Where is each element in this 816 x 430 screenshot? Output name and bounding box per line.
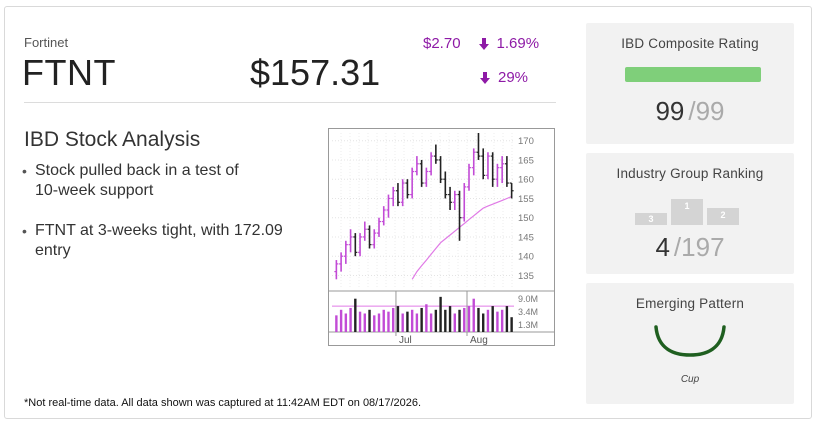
industry-rank-score: 4/197 — [586, 232, 794, 263]
price-tick-label: 135 — [518, 271, 534, 282]
volume-bar — [392, 307, 395, 332]
price-tick-label: 140 — [518, 252, 534, 263]
analysis-title: IBD Stock Analysis — [24, 128, 201, 151]
month-label: Aug — [470, 335, 488, 345]
volume-bar — [453, 313, 456, 332]
emerging-pattern-name: Cup — [680, 374, 700, 385]
volume-change-percent: 29% — [498, 69, 529, 86]
volume-bar — [425, 304, 428, 332]
volume-bar — [387, 311, 390, 332]
price-change-percent: 1.69% — [496, 35, 540, 52]
podium-third: 3 — [635, 213, 667, 225]
volume-bar — [373, 315, 376, 332]
volume-bar — [382, 309, 385, 332]
price-tick-label: 155 — [518, 194, 534, 205]
volume-tick-label: 9.0M — [518, 294, 538, 304]
composite-rating-bar — [625, 67, 761, 82]
volume-bar — [349, 307, 352, 332]
bullet-line: 10-week support — [35, 182, 154, 199]
ticker-symbol[interactable]: FTNT — [22, 52, 116, 93]
month-label: Jul — [399, 335, 412, 345]
bullet-line: FTNT at 3-weeks tight, with 172.09 — [35, 222, 283, 239]
arrow-down-icon — [480, 71, 490, 84]
composite-rating-max: /99 — [688, 96, 725, 126]
price-chart-svg: 170 165 160 155 150 145 140 135 9.0M 3.4M 1.3M Jul A… — [329, 133, 554, 345]
volume-bar — [472, 298, 475, 332]
volume-bar — [444, 309, 447, 332]
industry-ranking-panel: Industry Group Ranking 3 1 2 4/197 — [586, 153, 794, 274]
volume-bar — [363, 313, 366, 332]
volume-bar — [406, 311, 409, 332]
price-tick-label: 150 — [518, 213, 534, 224]
analysis-bullet: Stock pulled back in a test of 10-week s… — [22, 161, 312, 201]
volume-bar — [335, 315, 338, 332]
industry-rank-total: /197 — [673, 232, 725, 262]
bullet-line: entry — [35, 242, 71, 259]
volume-bar — [420, 307, 423, 332]
volume-bar — [396, 306, 400, 332]
analysis-bullets: Stock pulled back in a test of 10-week s… — [22, 161, 312, 281]
volume-bar — [500, 309, 504, 332]
price-change-amount: $2.70 — [423, 35, 461, 52]
price-tick-label: 165 — [518, 155, 534, 166]
volume-bar — [505, 306, 509, 332]
volume-change-row: 29% — [478, 69, 528, 86]
composite-rating-score: 99/99 — [586, 96, 794, 127]
volume-bar — [354, 298, 357, 332]
data-disclaimer: *Not real-time data. All data shown was … — [24, 397, 422, 409]
volume-bar — [429, 313, 433, 332]
volume-bar — [467, 306, 471, 332]
price-tick-label: 160 — [518, 175, 534, 186]
industry-rank-value: 4 — [655, 232, 670, 262]
volume-tick-label: 3.4M — [518, 307, 538, 317]
volume-bar — [448, 306, 452, 332]
company-name: Fortinet — [24, 35, 69, 50]
volume-bar — [458, 309, 461, 332]
cup-shape-icon — [654, 325, 726, 357]
podium-second: 2 — [707, 208, 739, 225]
price-tick-label: 170 — [518, 136, 534, 147]
composite-rating-title: IBD Composite Rating — [621, 36, 759, 51]
price-tick-label: 145 — [518, 232, 534, 243]
volume-bar — [510, 317, 513, 332]
volume-bar — [463, 307, 466, 332]
volume-bar — [486, 309, 490, 332]
volume-bar — [491, 306, 494, 332]
volume-bar — [410, 309, 414, 332]
emerging-pattern-title: Emerging Pattern — [635, 296, 745, 311]
industry-ranking-title: Industry Group Ranking — [616, 166, 764, 181]
price-chart[interactable]: 170 165 160 155 150 145 140 135 9.0M 3.4M 1.3M Jul A… — [328, 128, 555, 346]
composite-rating-panel: IBD Composite Rating 99/99 — [586, 23, 794, 144]
header-divider — [24, 102, 556, 103]
volume-bar — [439, 296, 442, 332]
volume-bar — [415, 313, 419, 332]
volume-bar — [358, 311, 362, 332]
stock-price: $157.31 — [250, 52, 381, 93]
volume-bar — [434, 309, 438, 332]
volume-tick-label: 1.3M — [518, 320, 538, 330]
volume-bar — [339, 309, 343, 332]
volume-bar — [344, 313, 348, 332]
podium-icon: 3 1 2 — [635, 199, 739, 225]
composite-rating-value: 99 — [655, 96, 685, 126]
volume-bar — [377, 313, 381, 332]
moving-average-line — [411, 195, 512, 280]
analysis-bullet: FTNT at 3-weeks tight, with 172.09 entry — [22, 221, 312, 261]
podium-first: 1 — [671, 199, 703, 225]
arrow-down-icon — [478, 37, 489, 50]
volume-bar — [477, 307, 480, 332]
bullet-line: Stock pulled back in a test of — [35, 162, 239, 179]
emerging-pattern-panel: Emerging Pattern Cup — [586, 283, 794, 404]
volume-bar — [482, 313, 485, 332]
volume-bar — [401, 313, 404, 332]
volume-bar — [368, 309, 371, 332]
price-change-row: $2.70 1.69% — [423, 35, 539, 52]
volume-bar — [496, 311, 499, 332]
